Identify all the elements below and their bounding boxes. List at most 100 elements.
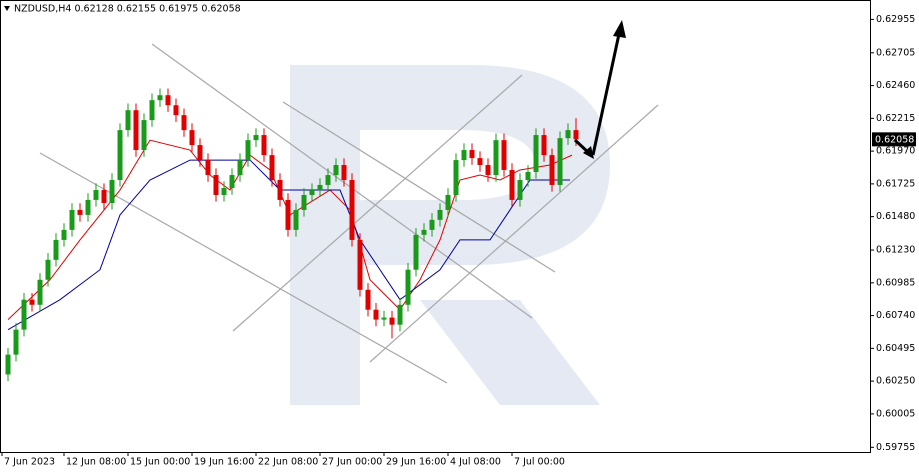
candle-body — [325, 175, 331, 185]
candle-body — [301, 194, 307, 210]
candle-body — [293, 209, 299, 230]
y-tick-label: 0.60740 — [876, 310, 915, 321]
trendlines — [39, 43, 659, 384]
candle-body — [173, 105, 179, 116]
candle-body — [85, 199, 91, 215]
x-tick-label: 15 Jun 00:00 — [130, 457, 190, 468]
candle-body — [221, 188, 227, 195]
trendline — [151, 43, 533, 319]
candle-body — [573, 130, 579, 140]
candle-body — [69, 209, 75, 230]
candle-body — [53, 239, 59, 260]
candle-body — [29, 299, 35, 305]
candle-body — [5, 354, 11, 375]
trendline — [39, 152, 448, 384]
y-tick-label: 0.61480 — [876, 211, 915, 222]
candle-body — [317, 184, 323, 191]
watermark-logo — [420, 300, 600, 405]
title-marker — [4, 6, 10, 11]
candle-body — [501, 140, 507, 170]
candle-body — [533, 135, 539, 172]
candle-body — [229, 175, 235, 189]
candle-body — [381, 317, 387, 320]
chart-title: NZDUSD,H4 0.62128 0.62155 0.61975 0.6205… — [14, 4, 241, 15]
candle-body — [525, 171, 531, 180]
candle-body — [37, 279, 43, 305]
candle-body — [269, 155, 275, 180]
candle-body — [253, 135, 259, 141]
candle-body — [109, 179, 115, 203]
candle-body — [541, 135, 547, 156]
candle-body — [13, 329, 19, 355]
y-tick-label: 0.61725 — [876, 178, 915, 189]
x-tick-label: 7 Jun 2023 — [4, 457, 55, 468]
watermark — [290, 65, 610, 405]
arrow — [591, 33, 621, 156]
candle-body — [205, 160, 211, 176]
y-tick-label: 0.60250 — [876, 376, 915, 387]
candle-body — [21, 299, 27, 330]
y-tick-label: 0.62705 — [876, 47, 915, 58]
candle-body — [125, 110, 131, 131]
candle-body — [477, 158, 483, 166]
y-tick-label: 0.61970 — [876, 146, 915, 157]
candle-body — [157, 95, 163, 101]
y-tick-label: 0.60495 — [876, 343, 915, 354]
candle-body — [341, 165, 347, 180]
watermark-logo — [290, 65, 610, 405]
y-tick-label: 0.59755 — [876, 442, 915, 453]
candle-body — [181, 115, 187, 131]
candle-body — [213, 175, 219, 195]
candle-body — [349, 179, 355, 240]
candle-body — [197, 145, 203, 161]
x-tick-label: 7 Jul 00:00 — [514, 457, 565, 468]
candle-body — [445, 194, 451, 210]
y-tick-label: 0.62460 — [876, 80, 915, 91]
candle-body — [389, 317, 395, 325]
indicator-line — [7, 159, 570, 331]
candle-body — [261, 135, 267, 156]
x-tick-label: 12 Jun 08:00 — [66, 457, 126, 468]
candle-body — [277, 179, 283, 200]
candle-body — [309, 190, 315, 195]
price-box — [872, 132, 916, 147]
candle-body — [141, 120, 147, 151]
y-tick-label: 0.60005 — [876, 408, 915, 419]
candle-body — [493, 140, 499, 176]
candle-body — [93, 190, 99, 200]
candle-body — [405, 269, 411, 305]
candle-body — [77, 209, 83, 215]
trendline — [232, 74, 523, 332]
candle-body — [413, 234, 419, 270]
candle-body — [117, 130, 123, 180]
x-tick-label: 4 Jul 08:00 — [450, 457, 501, 468]
candle-body — [453, 160, 459, 195]
arrow-head — [583, 146, 594, 159]
candle-body — [557, 138, 563, 185]
candle-body — [469, 150, 475, 159]
candle-body — [437, 209, 443, 220]
candle-body — [237, 160, 243, 176]
y-tick-label: 0.61230 — [876, 245, 915, 256]
candle-body — [149, 100, 155, 121]
trendline — [282, 101, 556, 273]
candle-body — [517, 179, 523, 200]
candle-body — [397, 304, 403, 325]
candle-body — [357, 239, 363, 290]
x-tick-label: 19 Jun 16:00 — [194, 457, 254, 468]
candle-body — [429, 219, 435, 230]
candle-body — [485, 165, 491, 176]
trendline — [369, 104, 659, 363]
candle-body — [61, 229, 67, 240]
candle-body — [333, 165, 339, 176]
candle-body — [549, 155, 555, 185]
x-tick-label: 22 Jun 08:00 — [258, 457, 318, 468]
candle-body — [245, 140, 251, 161]
y-tick-label: 0.62215 — [876, 113, 915, 124]
candle-body — [45, 259, 51, 280]
candle-body — [189, 130, 195, 146]
y-tick-label: 0.60985 — [876, 277, 915, 288]
candle-body — [509, 169, 515, 200]
